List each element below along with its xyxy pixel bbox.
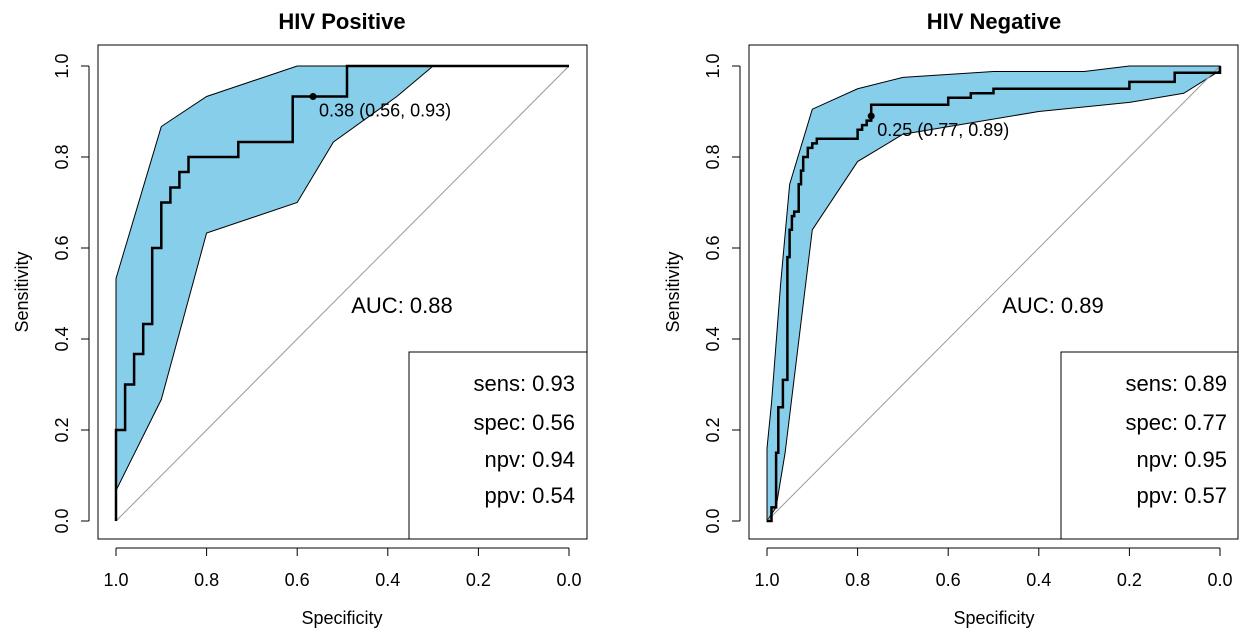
y-tick-label: 0.8 [703, 144, 723, 169]
x-tick-label: 1.0 [103, 570, 128, 590]
x-axis-label: Specificity [953, 608, 1034, 628]
y-tick-label: 0.0 [703, 508, 723, 533]
stat-label: sens: 0.93 [473, 371, 575, 396]
y-tick-label: 0.0 [52, 508, 72, 533]
x-tick-label: 1.0 [754, 570, 779, 590]
roc-panel-hiv-negative: 0.25 (0.77, 0.89) sens: 0.89 spec: 0.77 npv… [663, 9, 1239, 628]
stat-label: sens: 0.89 [1125, 371, 1227, 396]
roc-curve [114, 64, 569, 521]
roc-curve [767, 66, 1222, 523]
y-tick-label: 0.8 [52, 144, 72, 169]
x-tick-label: 0.8 [845, 570, 870, 590]
x-tick-label: 0.0 [556, 570, 581, 590]
y-tick-label: 0.6 [52, 235, 72, 260]
x-tick-label: 0.6 [936, 570, 961, 590]
x-tick-label: 0.4 [375, 570, 400, 590]
auc-label: AUC: 0.89 [1002, 293, 1104, 318]
x-axis-label: Specificity [301, 608, 382, 628]
stat-label: ppv: 0.54 [484, 483, 575, 508]
y-tick-label: 1.0 [52, 53, 72, 78]
y-tick-label: 0.4 [52, 326, 72, 351]
best-threshold-point [867, 112, 875, 120]
x-tick-label: 0.6 [285, 570, 310, 590]
plot-frame [748, 44, 1239, 540]
x-tick-label: 0.2 [1117, 570, 1142, 590]
stat-label: ppv: 0.57 [1136, 483, 1227, 508]
y-axis-label: Sensitivity [12, 251, 32, 332]
stats-box [408, 351, 588, 540]
chart-title: HIV Positive [278, 9, 405, 34]
x-tick-label: 0.0 [1207, 570, 1232, 590]
ci-band [115, 65, 569, 491]
stat-label: npv: 0.95 [1136, 447, 1227, 472]
y-tick-label: 0.2 [703, 417, 723, 442]
y-tick-label: 0.2 [52, 417, 72, 442]
x-tick-label: 0.8 [194, 570, 219, 590]
threshold-label: 0.25 (0.77, 0.89) [877, 120, 1009, 140]
x-tick-label: 0.2 [466, 570, 491, 590]
chart-title: HIV Negative [927, 9, 1062, 34]
stats-box [1060, 351, 1239, 540]
y-axis-label: Sensitivity [663, 251, 683, 332]
threshold-label: 0.38 (0.56, 0.93) [319, 100, 451, 120]
y-tick-label: 0.6 [703, 235, 723, 260]
x-tick-label: 0.4 [1026, 570, 1051, 590]
stat-label: npv: 0.94 [484, 447, 575, 472]
best-threshold-point [309, 92, 317, 100]
diagonal-reference-line [115, 65, 570, 522]
roc-panel-hiv-positive: 0.38 (0.56, 0.93) sens: 0.93 spec: 0.56 npv… [12, 9, 588, 628]
diagonal-reference-line [766, 65, 1221, 522]
stat-label: spec: 0.56 [473, 410, 575, 435]
stat-label: spec: 0.77 [1125, 410, 1227, 435]
y-tick-label: 0.4 [703, 326, 723, 351]
y-tick-label: 1.0 [703, 53, 723, 78]
auc-label: AUC: 0.88 [351, 293, 453, 318]
plot-frame [97, 44, 588, 540]
